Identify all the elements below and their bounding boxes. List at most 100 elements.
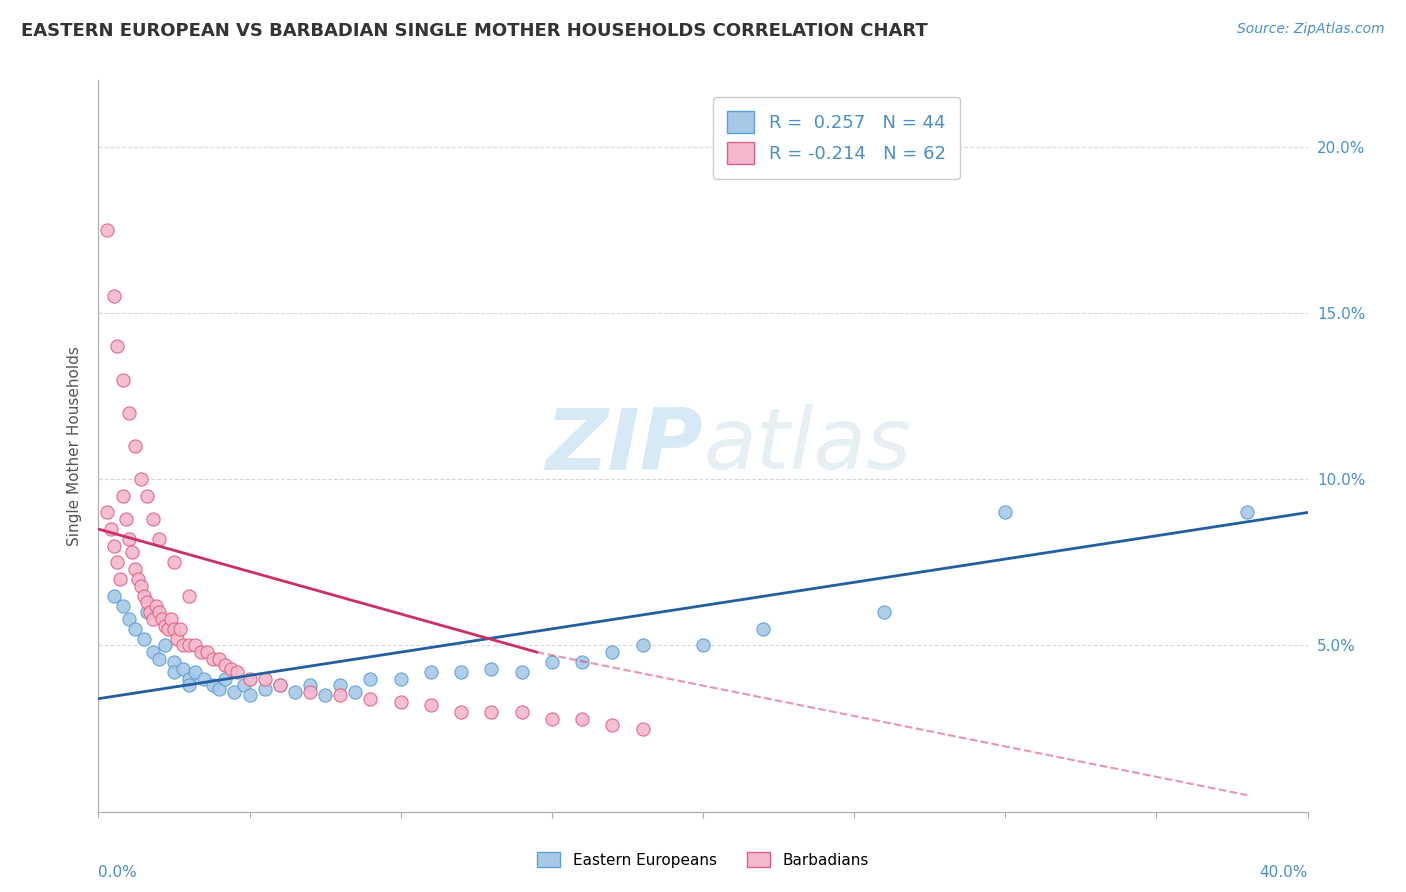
Point [139,605,162,619]
Point [111,372,134,386]
Point [631,722,654,736]
Point [114,512,136,526]
Point [314,689,336,703]
Point [193,672,215,686]
Point [214,672,236,686]
Point [96,506,118,520]
Point [103,589,125,603]
Point [142,512,165,526]
Point [103,289,125,303]
Point [195,645,218,659]
Point [239,672,262,686]
Point [135,605,157,619]
Point [121,545,143,559]
Point [284,685,307,699]
Point [145,599,167,613]
Text: 0.0%: 0.0% [98,865,138,880]
Point [179,678,201,692]
Point [148,532,170,546]
Text: Source: ZipAtlas.com: Source: ZipAtlas.com [1237,22,1385,37]
Point [752,622,775,636]
Point [148,652,170,666]
Point [389,672,412,686]
Point [111,489,134,503]
Point [179,639,201,653]
Point [450,665,472,679]
Point [224,685,246,699]
Point [450,705,472,719]
Text: ZIP: ZIP [546,404,703,488]
Point [103,539,125,553]
Point [142,645,165,659]
Point [129,472,152,486]
Point [226,665,249,679]
Point [540,712,562,726]
Point [994,506,1017,520]
Point [172,639,194,653]
Point [163,665,186,679]
Point [420,698,443,713]
Point [172,662,194,676]
Point [142,612,165,626]
Legend: R =  0.257   N = 44, R = -0.214   N = 62: R = 0.257 N = 44, R = -0.214 N = 62 [713,96,960,178]
Point [239,689,262,703]
Point [253,681,276,696]
Point [105,555,128,569]
Point [221,662,243,676]
Point [481,662,503,676]
Point [179,589,201,603]
Point [510,665,533,679]
Point [692,639,714,653]
Point [132,632,155,646]
Point [329,689,352,703]
Point [360,672,382,686]
Point [124,439,146,453]
Point [163,555,186,569]
Point [481,705,503,719]
Point [132,589,155,603]
Point [163,622,186,636]
Point [118,406,141,420]
Point [571,712,593,726]
Point [208,681,231,696]
Point [389,695,412,709]
Point [153,639,176,653]
Point [156,622,179,636]
Legend: Eastern Europeans, Barbadians: Eastern Europeans, Barbadians [531,846,875,873]
Text: EASTERN EUROPEAN VS BARBADIAN SINGLE MOTHER HOUSEHOLDS CORRELATION CHART: EASTERN EUROPEAN VS BARBADIAN SINGLE MOT… [21,22,928,40]
Point [150,612,173,626]
Point [510,705,533,719]
Point [169,622,191,636]
Point [269,678,291,692]
Point [602,645,624,659]
Point [100,522,122,536]
Point [269,678,291,692]
Point [160,612,183,626]
Point [135,595,157,609]
Point [118,532,141,546]
Point [571,655,593,669]
Point [420,665,443,679]
Point [214,658,236,673]
Point [299,685,322,699]
Point [105,339,128,353]
Point [344,685,367,699]
Point [1236,506,1258,520]
Y-axis label: Single Mother Households: Single Mother Households [67,346,83,546]
Point [631,639,654,653]
Point [129,579,152,593]
Point [190,645,212,659]
Point [163,655,186,669]
Point [179,672,201,686]
Point [96,223,118,237]
Point [135,489,157,503]
Point [208,652,231,666]
Point [124,562,146,576]
Text: 40.0%: 40.0% [1260,865,1308,880]
Point [299,678,322,692]
Text: atlas: atlas [703,404,911,488]
Point [166,632,188,646]
Point [153,618,176,632]
Point [108,572,131,586]
Point [873,605,896,619]
